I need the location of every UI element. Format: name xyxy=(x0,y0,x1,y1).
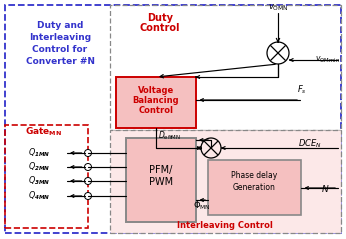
Text: $v_{\mathregular{OMN}}$: $v_{\mathregular{OMN}}$ xyxy=(268,3,288,13)
Bar xyxy=(116,77,196,128)
Text: Control: Control xyxy=(138,105,173,114)
Text: $F_s$: $F_s$ xyxy=(297,84,307,96)
Circle shape xyxy=(84,192,91,200)
Text: Phase delay: Phase delay xyxy=(231,172,277,180)
Text: $v_{\mathregular{OMmin}}$: $v_{\mathregular{OMmin}}$ xyxy=(315,55,340,65)
Circle shape xyxy=(84,150,91,157)
Text: Generation: Generation xyxy=(233,184,275,192)
Text: $N$: $N$ xyxy=(321,183,329,194)
Text: Converter #N: Converter #N xyxy=(26,56,94,65)
Text: Duty: Duty xyxy=(147,13,173,23)
Text: $Q_{\mathregular{3MN}}$: $Q_{\mathregular{3MN}}$ xyxy=(28,175,51,187)
Bar xyxy=(126,138,196,222)
Text: Interleaving Control: Interleaving Control xyxy=(177,221,273,229)
Text: Duty and: Duty and xyxy=(37,21,83,29)
Text: Voltage: Voltage xyxy=(138,86,174,94)
Text: Gate$_{\mathregular{MN}}$: Gate$_{\mathregular{MN}}$ xyxy=(26,126,63,138)
Text: $Q_{\mathregular{4MN}}$: $Q_{\mathregular{4MN}}$ xyxy=(28,190,51,202)
Text: Control for: Control for xyxy=(33,44,88,54)
Text: $Q_{\mathregular{1MN}}$: $Q_{\mathregular{1MN}}$ xyxy=(28,147,51,159)
Text: PFM/: PFM/ xyxy=(149,165,173,175)
Bar xyxy=(110,130,341,233)
Text: Balancing: Balancing xyxy=(133,96,179,104)
Text: $D_{\mathregular{effMN}}$: $D_{\mathregular{effMN}}$ xyxy=(158,130,182,142)
Text: $Q_{\mathregular{2MN}}$: $Q_{\mathregular{2MN}}$ xyxy=(28,161,51,173)
Bar xyxy=(208,160,301,215)
Text: $DCE_N$: $DCE_N$ xyxy=(298,138,322,150)
Text: PWM: PWM xyxy=(149,177,173,187)
Bar xyxy=(110,5,341,130)
Circle shape xyxy=(84,163,91,170)
Text: $\Phi_{\mathregular{MN}}$: $\Phi_{\mathregular{MN}}$ xyxy=(193,200,211,212)
Text: Interleaving: Interleaving xyxy=(29,33,91,42)
Text: Control: Control xyxy=(140,23,180,33)
Bar xyxy=(5,125,88,228)
Circle shape xyxy=(84,178,91,185)
